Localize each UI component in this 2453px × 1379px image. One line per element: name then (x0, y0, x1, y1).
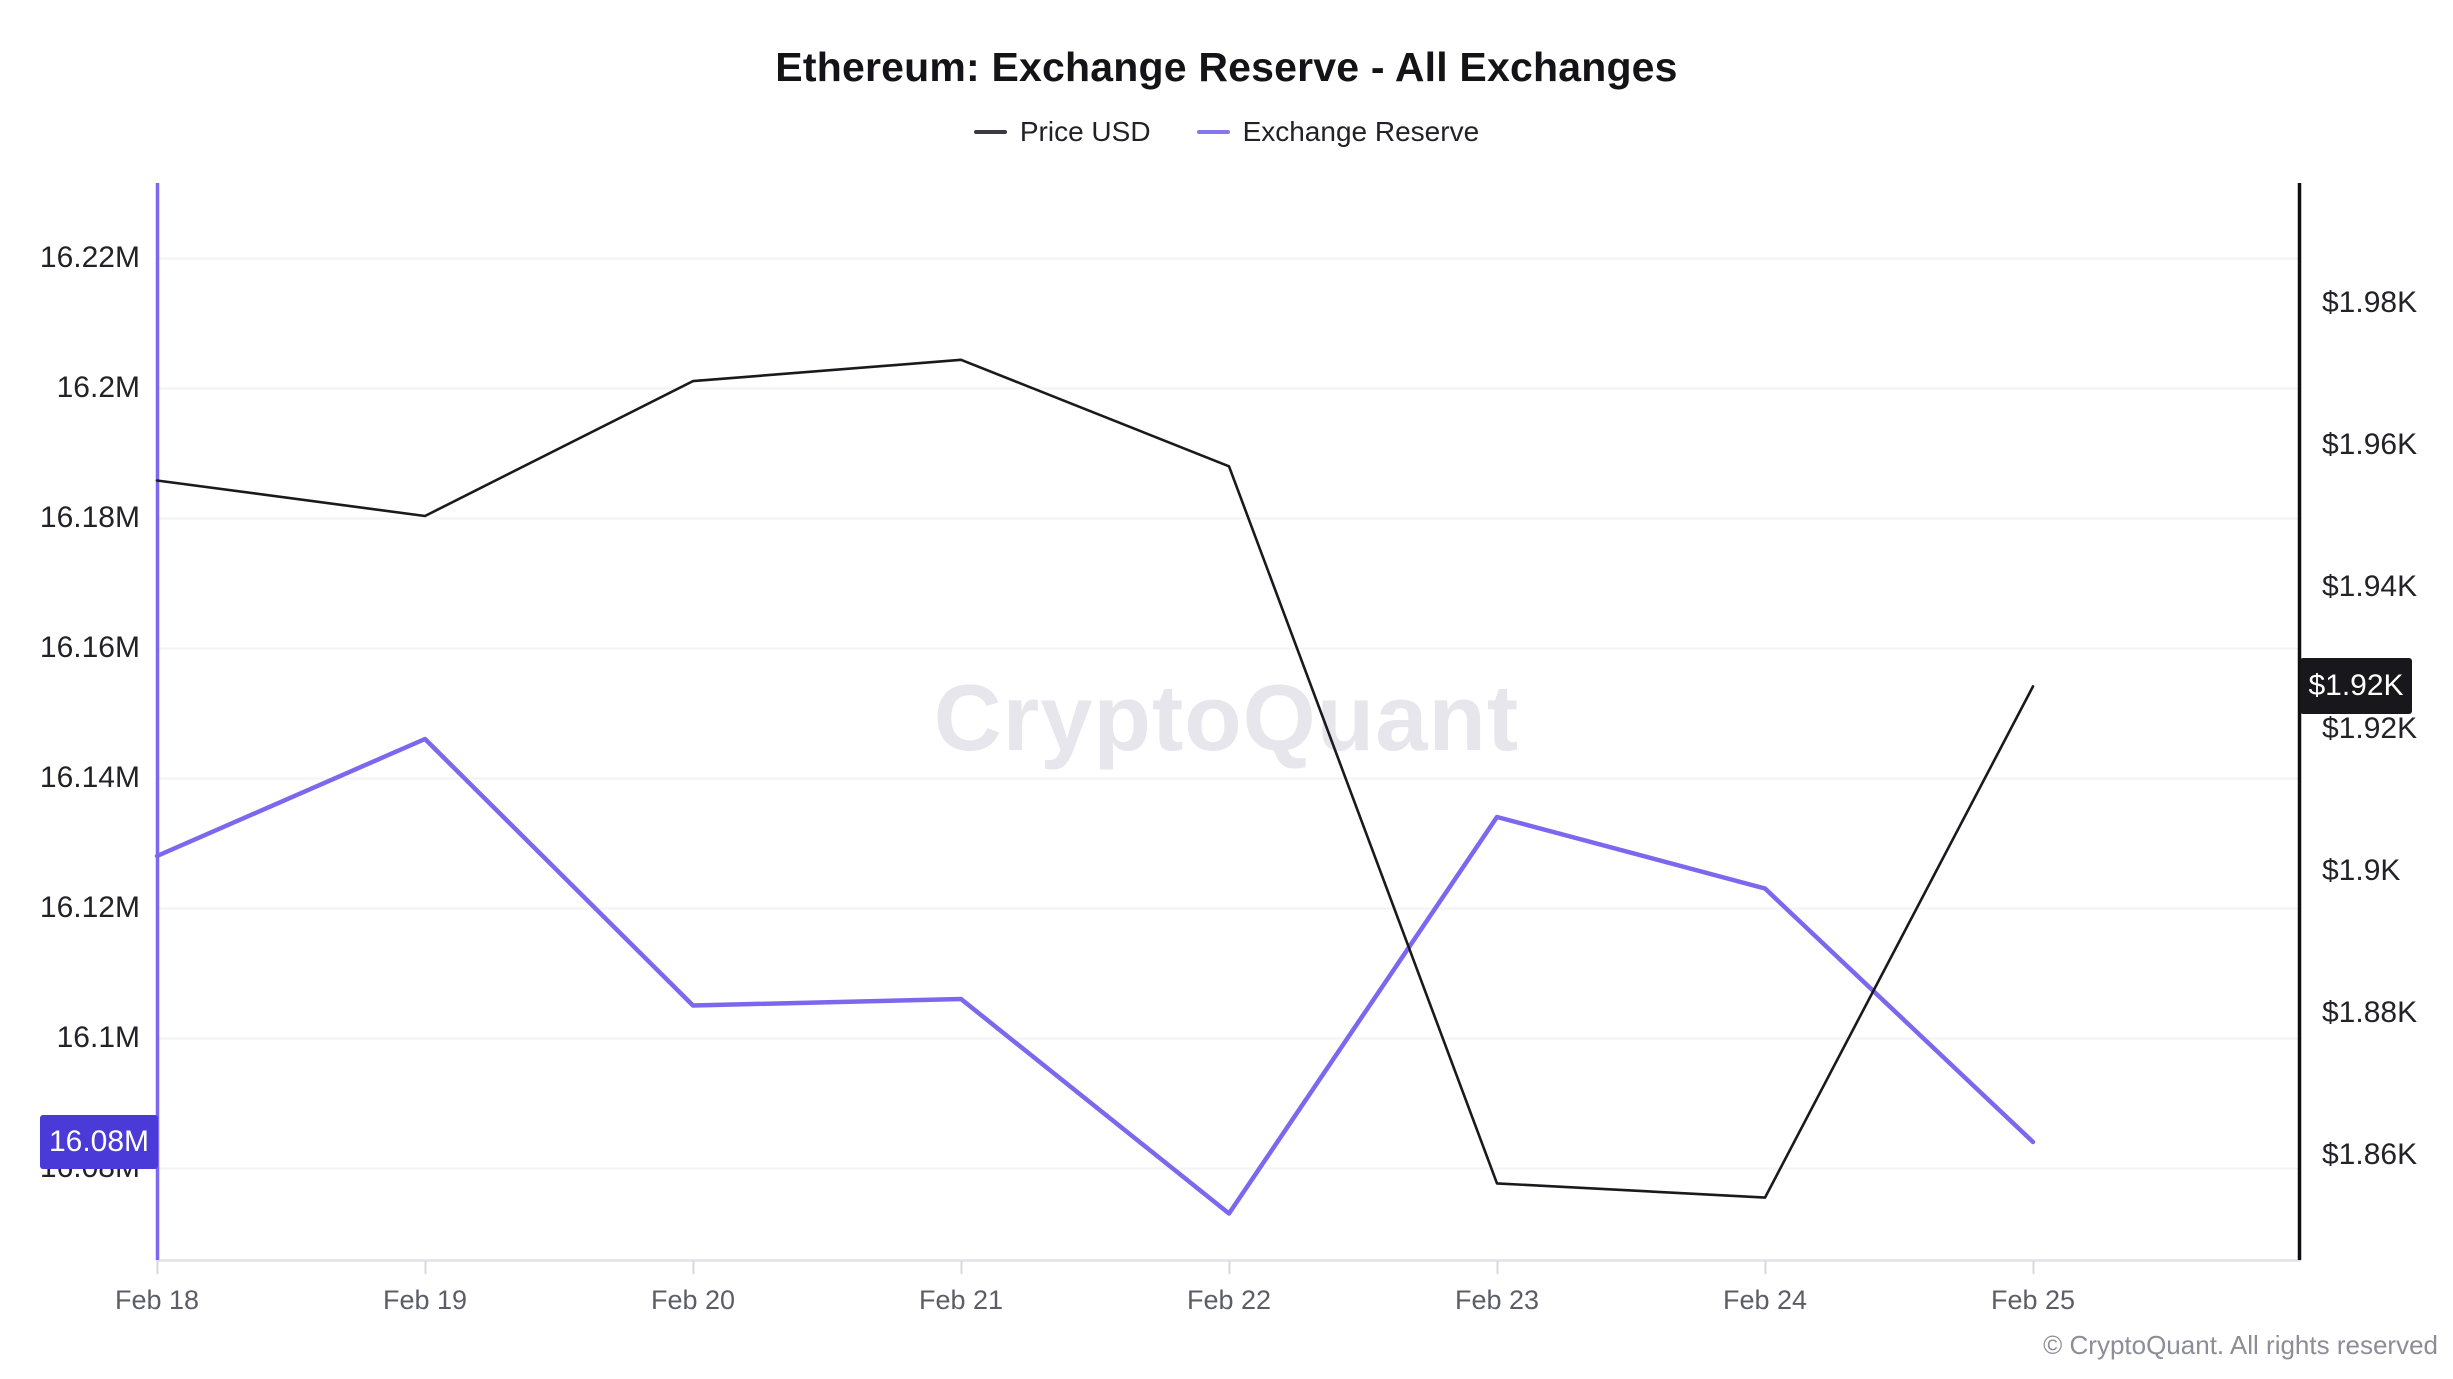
y-axis-label-right: $1.92K (2322, 712, 2418, 745)
y-axis-label-right: $1.9K (2322, 854, 2401, 887)
x-axis-label: Feb 23 (1454, 1285, 1540, 1315)
price-usd-line[interactable] (155, 358, 2035, 1199)
y-axis-label-left: 16.14M (39, 761, 140, 794)
y-axis-label-right: $1.88K (2322, 996, 2418, 1029)
y-axis-label-left: 16.16M (39, 631, 140, 664)
x-axis-label: Feb 21 (918, 1285, 1004, 1315)
y-axis-label-right: $1.96K (2322, 428, 2418, 461)
copyright-notice: © CryptoQuant. All rights reserved (2043, 1330, 2438, 1360)
y-axis-label-left: 16.12M (39, 891, 140, 924)
x-axis-label: Feb 25 (1990, 1285, 2076, 1315)
x-axis-label: Feb 22 (1186, 1285, 1272, 1315)
y-axis-label-left: 16.2M (56, 371, 140, 404)
y-axis-label-right: $1.86K (2322, 1138, 2418, 1171)
y-axis-label-left: 16.22M (39, 241, 140, 274)
chart-title: Ethereum: Exchange Reserve - All Exchang… (775, 44, 1678, 90)
exchange-reserve-line-swatch-icon (1196, 130, 1230, 134)
legend-item-price-usd[interactable]: Price USD (973, 116, 1151, 148)
price-value-badge: $1.92K (2300, 658, 2412, 715)
legend-item-exchange-reserve[interactable]: Exchange Reserve (1196, 116, 1480, 148)
legend-label-exchange-reserve: Exchange Reserve (1242, 116, 1480, 147)
y-axis-label-left: 16.1M (56, 1021, 140, 1054)
x-axis-label: Feb 20 (650, 1285, 736, 1315)
y-axis-label-right: $1.98K (2322, 286, 2418, 319)
reserve-value-badge: 16.08M (40, 1115, 158, 1169)
y-axis-label-left: 16.18M (39, 501, 140, 534)
legend-label-price-usd: Price USD (1019, 116, 1151, 147)
cryptoquant-watermark: CryptoQuant (933, 665, 1520, 770)
price-usd-line-swatch-icon (973, 130, 1007, 134)
x-axis-label: Feb 19 (382, 1285, 468, 1315)
y-axis-label-right: $1.94K (2322, 570, 2418, 603)
legend: Price USD Exchange Reserve (0, 116, 2453, 148)
exchange-reserve-line[interactable] (154, 736, 2036, 1216)
x-axis-label: Feb 24 (1722, 1285, 1808, 1315)
x-axis-label: Feb 18 (114, 1285, 200, 1315)
